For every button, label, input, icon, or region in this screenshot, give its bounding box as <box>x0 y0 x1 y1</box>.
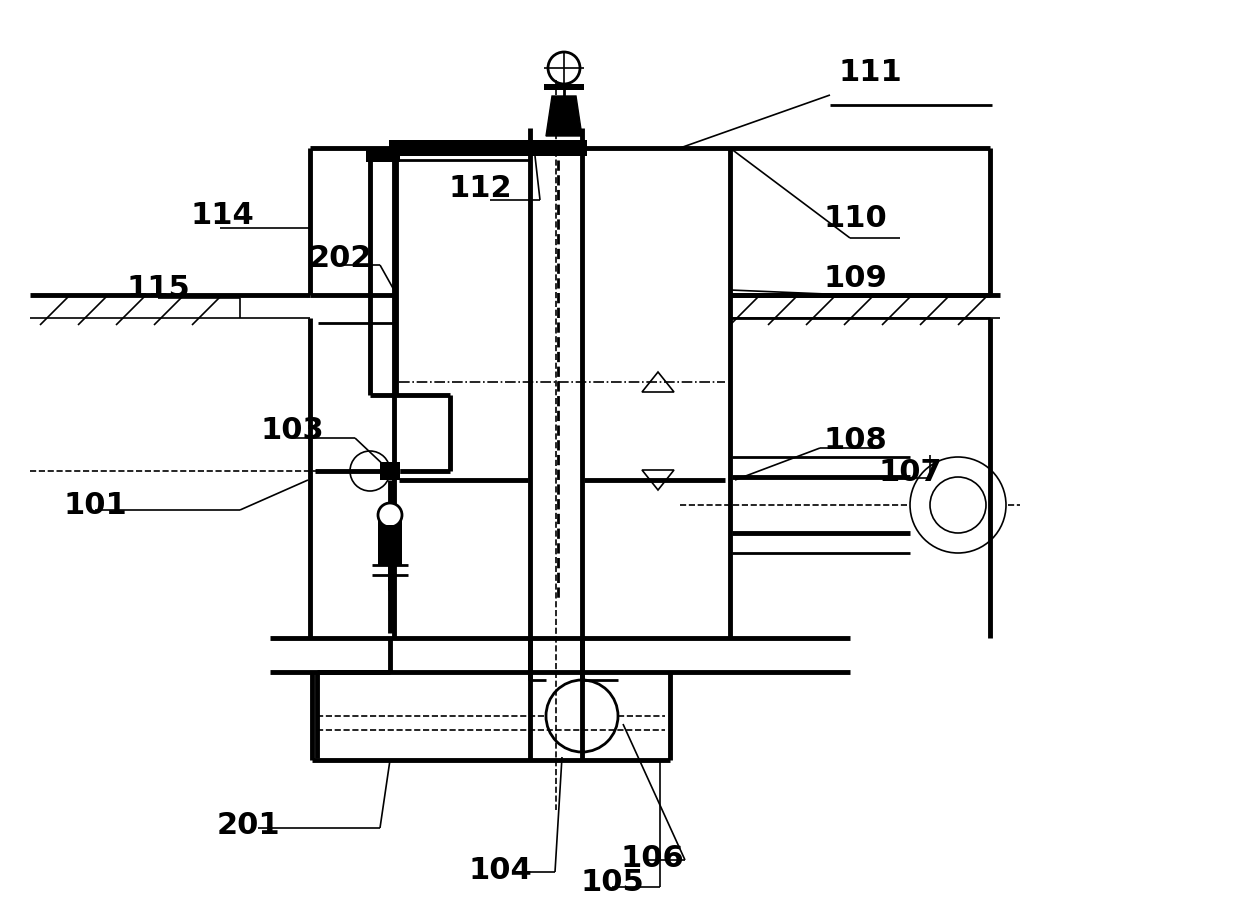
Text: 202: 202 <box>309 243 372 273</box>
Text: 105: 105 <box>580 868 644 897</box>
Text: 111: 111 <box>838 58 901 86</box>
Bar <box>379 462 401 480</box>
Bar <box>366 150 401 162</box>
Text: 115: 115 <box>126 274 190 303</box>
Text: 108: 108 <box>823 426 887 454</box>
Polygon shape <box>546 96 582 136</box>
Text: 109: 109 <box>823 263 887 293</box>
Text: 112: 112 <box>448 174 512 203</box>
Bar <box>544 84 584 90</box>
Bar <box>389 140 587 156</box>
Text: 106: 106 <box>620 844 684 872</box>
Text: 101: 101 <box>63 490 126 520</box>
Text: 110: 110 <box>823 204 887 232</box>
Text: 114: 114 <box>190 200 254 230</box>
Text: 104: 104 <box>469 856 532 885</box>
Circle shape <box>378 503 402 527</box>
Text: 107: 107 <box>878 457 942 487</box>
Text: 103: 103 <box>260 416 324 444</box>
Bar <box>378 515 402 565</box>
Text: 201: 201 <box>216 811 280 839</box>
Bar <box>382 525 398 560</box>
